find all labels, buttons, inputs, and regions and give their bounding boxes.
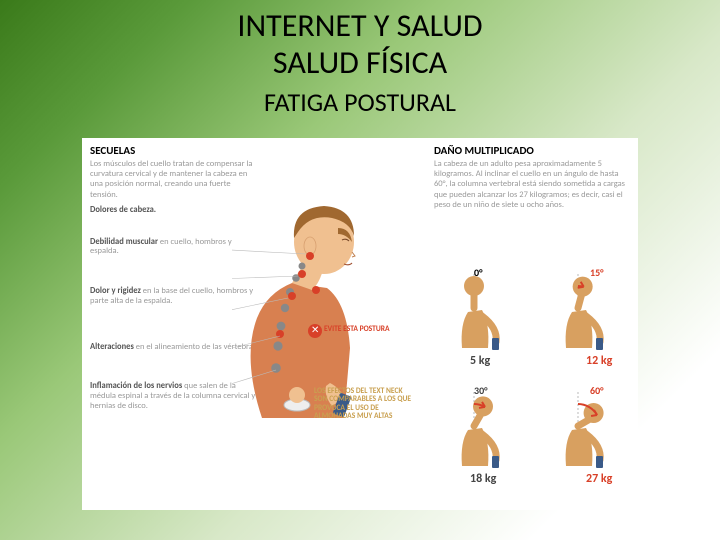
title-line-1: INTERNET Y SALUD <box>0 8 720 45</box>
text-neck-note: LOS EFECTOS DEL TEXT NECK SON COMPARABLE… <box>314 388 414 421</box>
subtitle: FATIGA POSTURAL <box>0 86 720 118</box>
posture-cell: 30° 18 kg <box>430 386 526 494</box>
infographic-panel: SECUELAS Los músculos del cuello tratan … <box>82 138 638 510</box>
weight-label: 27 kg <box>586 472 612 486</box>
posture-cell: 0° 5 kg <box>430 268 526 376</box>
weight-label: 18 kg <box>470 472 496 486</box>
dano-description: La cabeza de un adulto pesa aproximadame… <box>434 159 630 210</box>
angle-label: 15° <box>590 266 604 279</box>
angle-label: 0° <box>474 266 483 279</box>
angle-label: 60° <box>590 384 604 397</box>
angle-label: 30° <box>474 384 488 397</box>
slide-header: INTERNET Y SALUD SALUD FÍSICA FATIGA POS… <box>0 0 720 118</box>
pillow-icon <box>282 383 312 413</box>
avoid-posture-icon <box>308 324 322 338</box>
dano-heading: DAÑO MULTIPLICADO <box>434 144 630 157</box>
title-line-2: SALUD FÍSICA <box>0 45 720 82</box>
avoid-posture-label: EVITE ESTA POSTURA <box>324 326 390 334</box>
posture-cell: 15° 12 kg <box>534 268 630 376</box>
weight-label: 12 kg <box>586 354 612 368</box>
secuelas-heading: SECUELAS <box>90 144 260 157</box>
dano-column: DAÑO MULTIPLICADO La cabeza de un adulto… <box>434 144 630 216</box>
posture-grid: 0° 5 kg15° 12 kg30° <box>430 268 630 498</box>
weight-label: 5 kg <box>470 354 490 368</box>
posture-cell: 60° 27 kg <box>534 386 630 494</box>
